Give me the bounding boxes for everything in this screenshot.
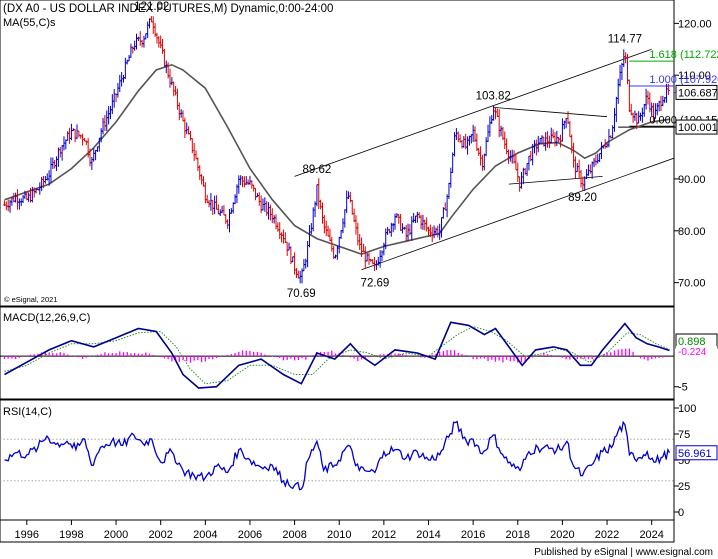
price-plot-area [2, 16, 674, 284]
rsi-y-tick-label: 75 [678, 429, 690, 441]
level-price-tag-box [675, 119, 718, 135]
x-axis-tick-label: 1998 [59, 529, 83, 541]
x-axis-tick-label: 2022 [595, 529, 619, 541]
price-y-tick-label: 110.00 [678, 70, 711, 82]
ma-label: MA(55,C)s [3, 17, 56, 29]
x-axis-tick-label: 2000 [104, 529, 128, 541]
price-y-tick-label: 70.00 [678, 278, 706, 290]
rsi-plot-area [0, 420, 674, 491]
last-price-tag: 106.687 [678, 87, 718, 99]
rsi-label: RSI(14,C) [3, 406, 52, 418]
rsi-panel [0, 399, 675, 521]
level-price-tag: 100.001 [678, 122, 718, 134]
x-axis-tick-label: 2010 [327, 529, 351, 541]
time-axis [0, 519, 675, 543]
fib-level-label: 1.000 (107.920) [649, 74, 718, 86]
x-axis-tick-label: 2014 [416, 529, 440, 541]
chart-title: (DX A0 - US DOLLAR INDEX FUTURES,M) Dyna… [3, 3, 333, 15]
rsi-y-tick-label: 0 [678, 507, 684, 519]
copyright-label: © eSignal, 2021 [4, 295, 57, 304]
macd-plot-area [0, 321, 674, 389]
x-axis-tick-label: 2012 [372, 529, 396, 541]
x-axis-tick-label: 2006 [238, 529, 262, 541]
price-annotation: 114.77 [608, 33, 642, 45]
footer-bar [0, 543, 718, 559]
rsi-value-tag: 56.961 [678, 448, 712, 460]
price-annotation: 70.69 [287, 288, 316, 300]
price-y-tick-label: 80.00 [678, 226, 706, 238]
x-axis-tick-label: 2016 [461, 529, 485, 541]
rsi-value-tag-box [675, 445, 718, 461]
macd-hist-tag-box [676, 346, 717, 356]
x-axis-tick-label: 2002 [148, 529, 172, 541]
macd-panel [0, 306, 675, 400]
price-annotation: 121.02 [134, 1, 169, 13]
fib-level-label: 1.618 (112.722) [649, 49, 718, 61]
macd-label: MACD(12,26,9,C) [3, 312, 90, 324]
price-annotation: 103.82 [476, 90, 511, 102]
rsi-y-tick-label: 25 [678, 481, 690, 493]
price-y-tick-label: 120.00 [678, 18, 712, 30]
price-annotation: 72.69 [361, 278, 390, 290]
trend-channel-line [361, 157, 674, 271]
macd-hist-tag: -0.224 [678, 347, 707, 358]
x-axis-tick-label: 2020 [550, 529, 574, 541]
macd-y-tick-label: -5 [678, 382, 688, 394]
price-annotation: 89.20 [568, 192, 597, 204]
x-axis-tick-label: 2004 [193, 529, 217, 541]
x-axis-tick-label: 2018 [506, 529, 530, 541]
trend-channel-line [493, 106, 608, 118]
trend-channel-line [294, 48, 652, 177]
rsi-y-tick-label: 100 [678, 403, 696, 415]
price-panel [0, 0, 675, 307]
macd-line [4, 321, 670, 389]
x-axis-tick-label: 1996 [15, 529, 39, 541]
macd-value-tag: 0.898 [678, 336, 706, 348]
x-axis-tick-label: 2008 [282, 529, 306, 541]
x-axis-tick-label: 2024 [639, 529, 663, 541]
price-annotation: 89.62 [303, 164, 332, 176]
price-y-tick-label: 90.00 [678, 174, 706, 186]
rsi-line [4, 420, 671, 491]
footer-text: Published by eSignal | www.esignal.com [534, 547, 713, 558]
